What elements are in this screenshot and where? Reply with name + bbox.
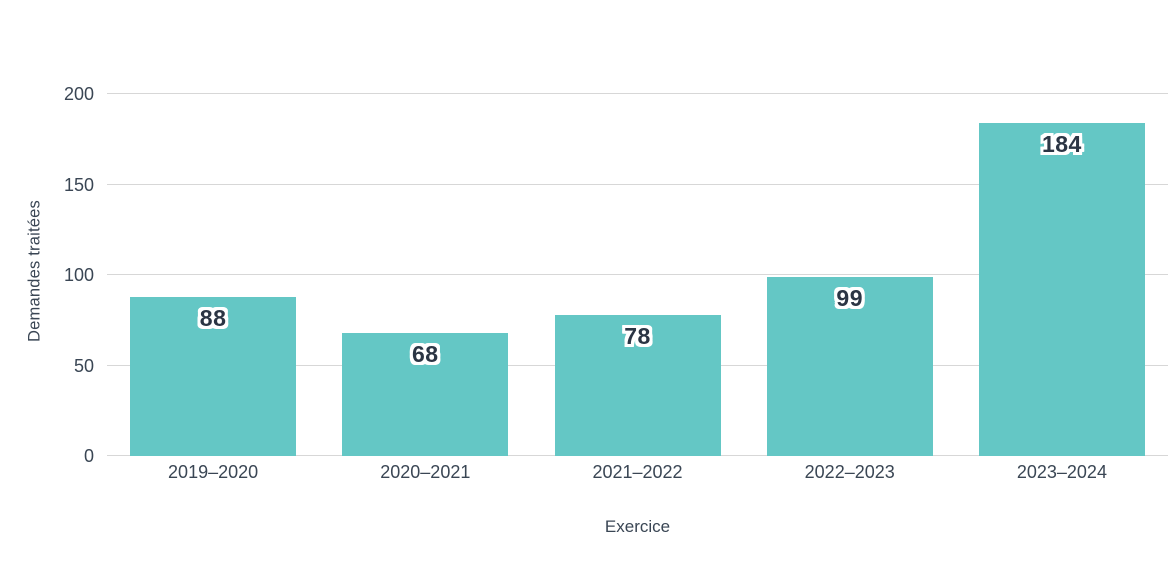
bar-2023–2024: 184 <box>978 122 1145 456</box>
bar-2021–2022: 78 <box>554 314 721 456</box>
bar-value-label: 184 <box>1041 130 1082 157</box>
bar-slot: 78 <box>531 94 743 456</box>
bar-slot: 184 <box>956 94 1168 456</box>
x-tick-label: 2023–2024 <box>1016 462 1107 482</box>
bar-2020–2021: 68 <box>342 332 509 456</box>
bar-slot: 68 <box>319 94 531 456</box>
bar-slot: 99 <box>744 94 956 456</box>
y-tick-label: 0 <box>83 446 94 466</box>
y-tick-label: 50 <box>73 355 94 376</box>
y-tick-label: 150 <box>63 174 94 195</box>
x-tick-label: 2022–2023 <box>804 462 895 482</box>
bar-2019–2020: 88 <box>130 296 297 456</box>
x-tick-label: 2019–2020 <box>168 462 259 482</box>
plot-area: 88 68 78 99 184 <box>107 93 1168 456</box>
bar-2022–2023: 99 <box>766 276 933 456</box>
bar-value-label: 68 <box>412 340 439 367</box>
bar-value-label: 99 <box>836 284 863 311</box>
y-axis-tick-labels: 0 50 100 150 200 <box>40 84 94 466</box>
gridline <box>107 274 1168 275</box>
x-tick-label: 2021–2022 <box>592 462 683 482</box>
gridline <box>107 93 1168 94</box>
bars-row: 88 68 78 99 184 <box>107 94 1168 456</box>
bar-value-label: 78 <box>624 322 651 349</box>
x-axis-title: Exercice <box>604 517 671 536</box>
x-axis-tick-labels: 2019–2020 2020–2021 2021–2022 2022–2023 2023… <box>107 462 1168 483</box>
bar-slot: 88 <box>107 94 319 456</box>
gridline <box>107 183 1168 185</box>
bar-value-label: 88 <box>199 304 227 331</box>
y-tick-label: 100 <box>63 265 94 285</box>
y-tick-label: 200 <box>63 84 94 104</box>
x-tick-label: 2020–2021 <box>380 462 471 482</box>
